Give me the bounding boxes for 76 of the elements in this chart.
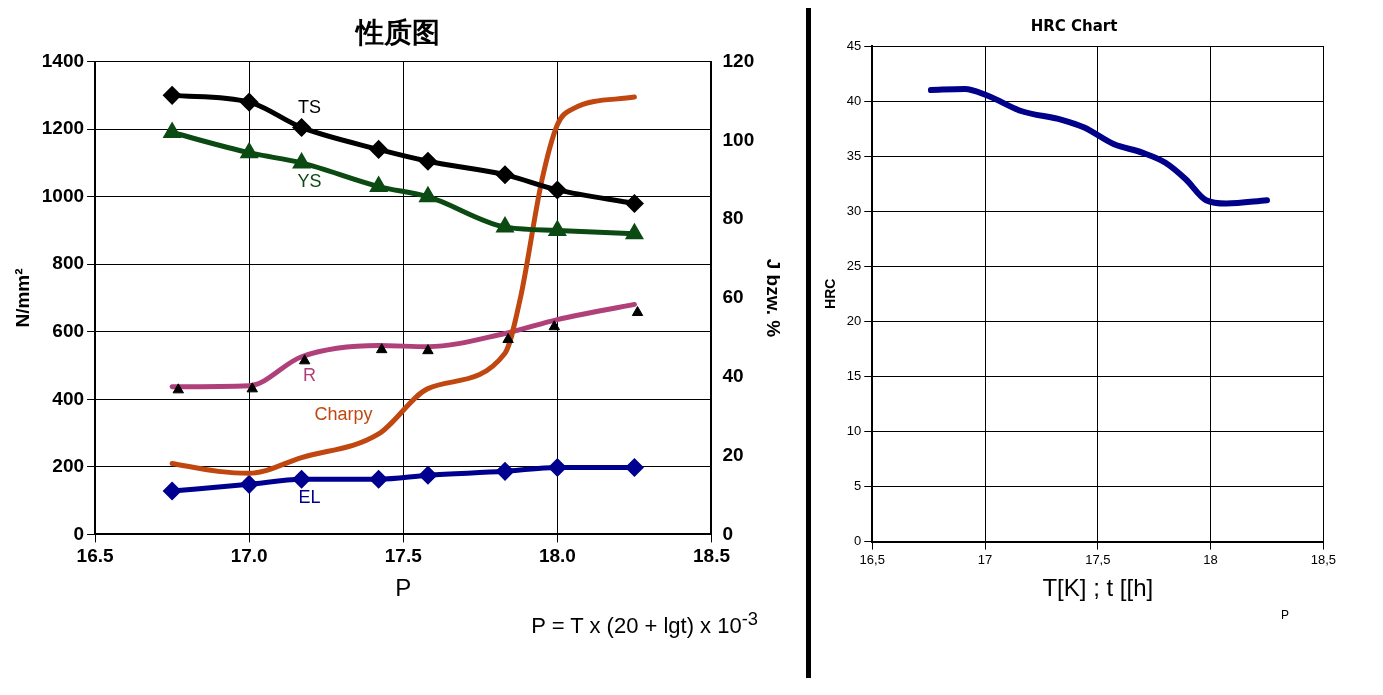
x-tick-label: 16,5 — [859, 551, 885, 567]
y2-tick-label: 0 — [722, 522, 734, 544]
point — [240, 475, 258, 493]
point — [496, 462, 514, 480]
x-tick-label: 18 — [1203, 551, 1218, 567]
y2-tick-label: 60 — [722, 286, 744, 308]
y-tick-label: 1400 — [41, 49, 85, 71]
y-tick-label: 1200 — [41, 117, 85, 139]
y-tick-label: 400 — [52, 387, 85, 409]
x-tick-label: 18,5 — [1310, 551, 1337, 567]
point — [370, 140, 388, 158]
y-tick-label: 5 — [854, 478, 862, 494]
point — [240, 93, 258, 111]
y-tick-label: 200 — [52, 455, 85, 477]
x-axis-title: T[K] ; t [[h] — [1042, 574, 1154, 602]
point — [422, 344, 434, 355]
point — [246, 382, 258, 393]
y-axis-title: N/mm² — [11, 268, 33, 328]
x-tick-label: 18.0 — [538, 545, 576, 567]
y-tick-label: 0 — [854, 533, 862, 549]
point — [370, 470, 388, 488]
y-tick-label: 25 — [846, 257, 862, 273]
y-tick-label: 15 — [846, 367, 862, 383]
series-label: Charpy — [314, 403, 373, 424]
text: P = T x (20 + lgt) x 10$^{-3}$ — [530, 608, 758, 640]
point — [298, 354, 311, 365]
y-tick-label: 10 — [846, 423, 862, 439]
y-tick-label: 45 — [846, 37, 862, 53]
point — [548, 458, 566, 476]
x-tick-label: 18.5 — [693, 545, 731, 567]
x-tick-label: 17 — [977, 551, 993, 567]
point — [163, 482, 181, 500]
x-tick-label: 16.5 — [76, 545, 114, 567]
y-axis-title: HRC — [822, 278, 839, 309]
point — [625, 458, 643, 476]
point — [293, 154, 310, 169]
point — [502, 333, 514, 344]
series-label: TS — [298, 97, 322, 118]
y-tick-label: 40 — [846, 92, 862, 108]
y-tick-label: 1000 — [41, 184, 85, 206]
point — [496, 166, 514, 184]
point — [419, 466, 437, 484]
y2-tick-label: 120 — [722, 49, 755, 71]
text: P — [1280, 608, 1289, 622]
y-tick-label: 35 — [846, 147, 862, 163]
point — [376, 343, 388, 354]
chart-title: 性质图 — [354, 16, 440, 50]
y-tick-label: 800 — [52, 252, 85, 274]
point — [293, 470, 311, 488]
y-tick-label: 600 — [52, 320, 85, 342]
point — [631, 306, 644, 317]
point — [548, 320, 561, 331]
point — [419, 152, 437, 170]
y-tick-label: 20 — [846, 312, 862, 328]
x-tick-label: 17.0 — [230, 545, 268, 567]
y2-tick-label: 80 — [722, 207, 744, 229]
point — [293, 118, 311, 136]
y2-axis-title: J bzw. % — [763, 258, 785, 338]
chart-title: HRC Chart — [1030, 16, 1118, 35]
y2-tick-label: 20 — [722, 443, 744, 465]
point — [548, 219, 567, 236]
y-tick-label: 0 — [73, 522, 85, 544]
y2-tick-label: 100 — [722, 128, 755, 150]
point — [172, 383, 184, 394]
point — [495, 216, 515, 233]
point — [163, 86, 181, 104]
point — [548, 181, 566, 199]
y2-tick-label: 40 — [722, 365, 744, 387]
series-label: R — [303, 364, 317, 385]
series-label: YS — [297, 170, 322, 191]
y-tick-label: 30 — [846, 202, 862, 218]
point — [625, 194, 643, 212]
series-label: EL — [298, 487, 321, 508]
x-tick-label: 17,5 — [1085, 551, 1111, 567]
x-axis-title: P — [395, 574, 412, 602]
x-tick-label: 17.5 — [384, 545, 423, 567]
